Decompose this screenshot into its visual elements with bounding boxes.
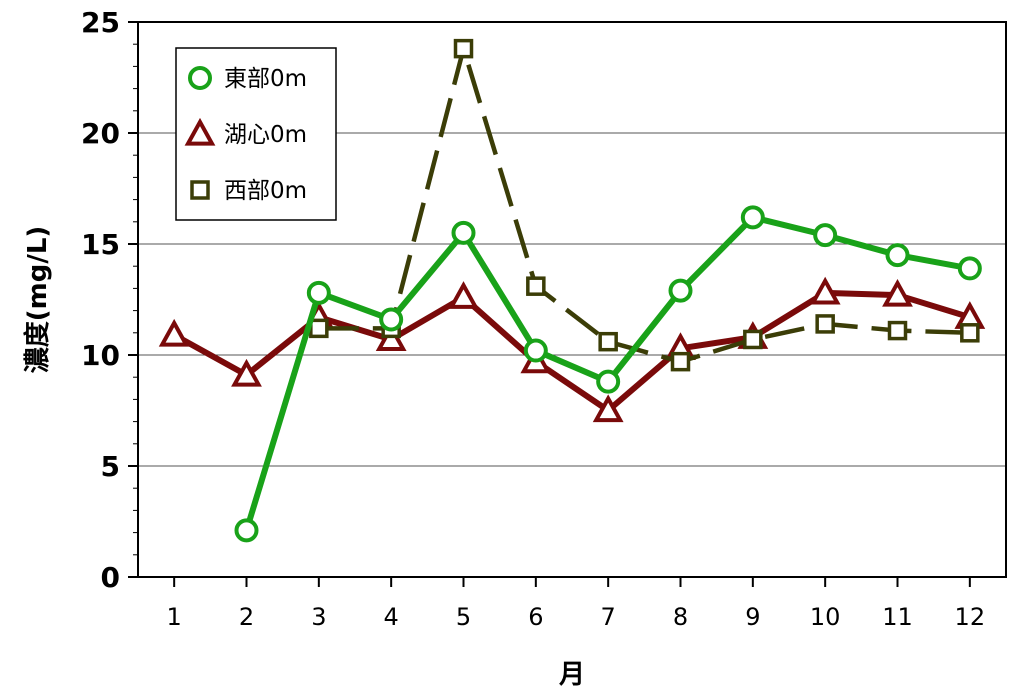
- series-line: [172, 289, 971, 414]
- x-tick-label: 1: [167, 603, 182, 631]
- legend-label: 西部0m: [224, 178, 307, 204]
- y-tick-label: 5: [101, 450, 120, 483]
- legend-label: 東部0m: [224, 66, 307, 92]
- x-axis-ticks: 1 2 3 4 5 6 7 8 9 10 11 12: [167, 577, 986, 631]
- legend-item: 湖心0m: [184, 117, 307, 148]
- y-tick-label: 20: [81, 117, 120, 150]
- legend-marker: [190, 180, 210, 200]
- data-point: [670, 351, 691, 372]
- x-tick-label: 9: [745, 603, 760, 631]
- data-point: [158, 318, 190, 347]
- data-point: [234, 518, 259, 543]
- series-line: [318, 46, 970, 364]
- data-point: [526, 276, 546, 296]
- x-tick-label: 5: [456, 603, 471, 631]
- data-point: [598, 331, 618, 352]
- data-point: [668, 278, 693, 303]
- x-tick-label: 4: [384, 603, 399, 631]
- y-tick-label: 25: [81, 6, 120, 39]
- x-tick-label: 10: [810, 603, 841, 631]
- data-point: [523, 338, 548, 363]
- x-axis-title: 月: [558, 660, 585, 690]
- x-tick-label: 11: [882, 603, 913, 631]
- y-axis-title: 濃度(mg/L): [22, 226, 53, 374]
- plot-area: [137, 21, 1007, 578]
- legend-label: 湖心0m: [224, 122, 307, 148]
- legend-item: 西部0m: [190, 178, 307, 204]
- data-point: [596, 369, 621, 394]
- x-tick-label: 3: [311, 603, 326, 631]
- data-point: [379, 307, 404, 332]
- x-tick-label: 12: [955, 603, 986, 631]
- legend-marker: [188, 66, 212, 90]
- data-point: [887, 320, 908, 341]
- data-point: [451, 220, 476, 245]
- data-point: [813, 223, 838, 248]
- x-tick-label: 8: [673, 603, 688, 631]
- data-point: [309, 318, 329, 339]
- data-point: [809, 276, 841, 305]
- data-point: [743, 329, 763, 350]
- series-3: [309, 38, 980, 372]
- legend-item: 東部0m: [188, 66, 307, 92]
- data-point: [960, 323, 980, 343]
- y-tick-label: 15: [81, 228, 120, 261]
- data-point: [882, 278, 913, 307]
- data-point: [375, 323, 407, 352]
- legend-marker: [184, 117, 216, 146]
- data-point: [231, 358, 262, 387]
- data-point: [815, 314, 835, 334]
- data-point: [448, 281, 479, 309]
- data-point: [885, 243, 910, 268]
- y-tick-label: 0: [101, 561, 120, 594]
- x-tick-label: 7: [601, 603, 616, 631]
- data-point: [453, 38, 474, 59]
- x-tick-label: 6: [528, 603, 543, 631]
- y-axis-ticks: 0 5 10 15 20 25: [81, 6, 138, 594]
- y-tick-label: 10: [81, 339, 120, 372]
- data-point: [306, 280, 331, 305]
- legend: 東部0m 湖心0m 西部0m: [175, 47, 337, 221]
- data-point: [957, 256, 982, 281]
- series-layer: [158, 38, 986, 543]
- series-1: [234, 205, 982, 543]
- data-point: [740, 205, 765, 230]
- x-tick-label: 2: [239, 603, 254, 631]
- data-point: [592, 394, 624, 423]
